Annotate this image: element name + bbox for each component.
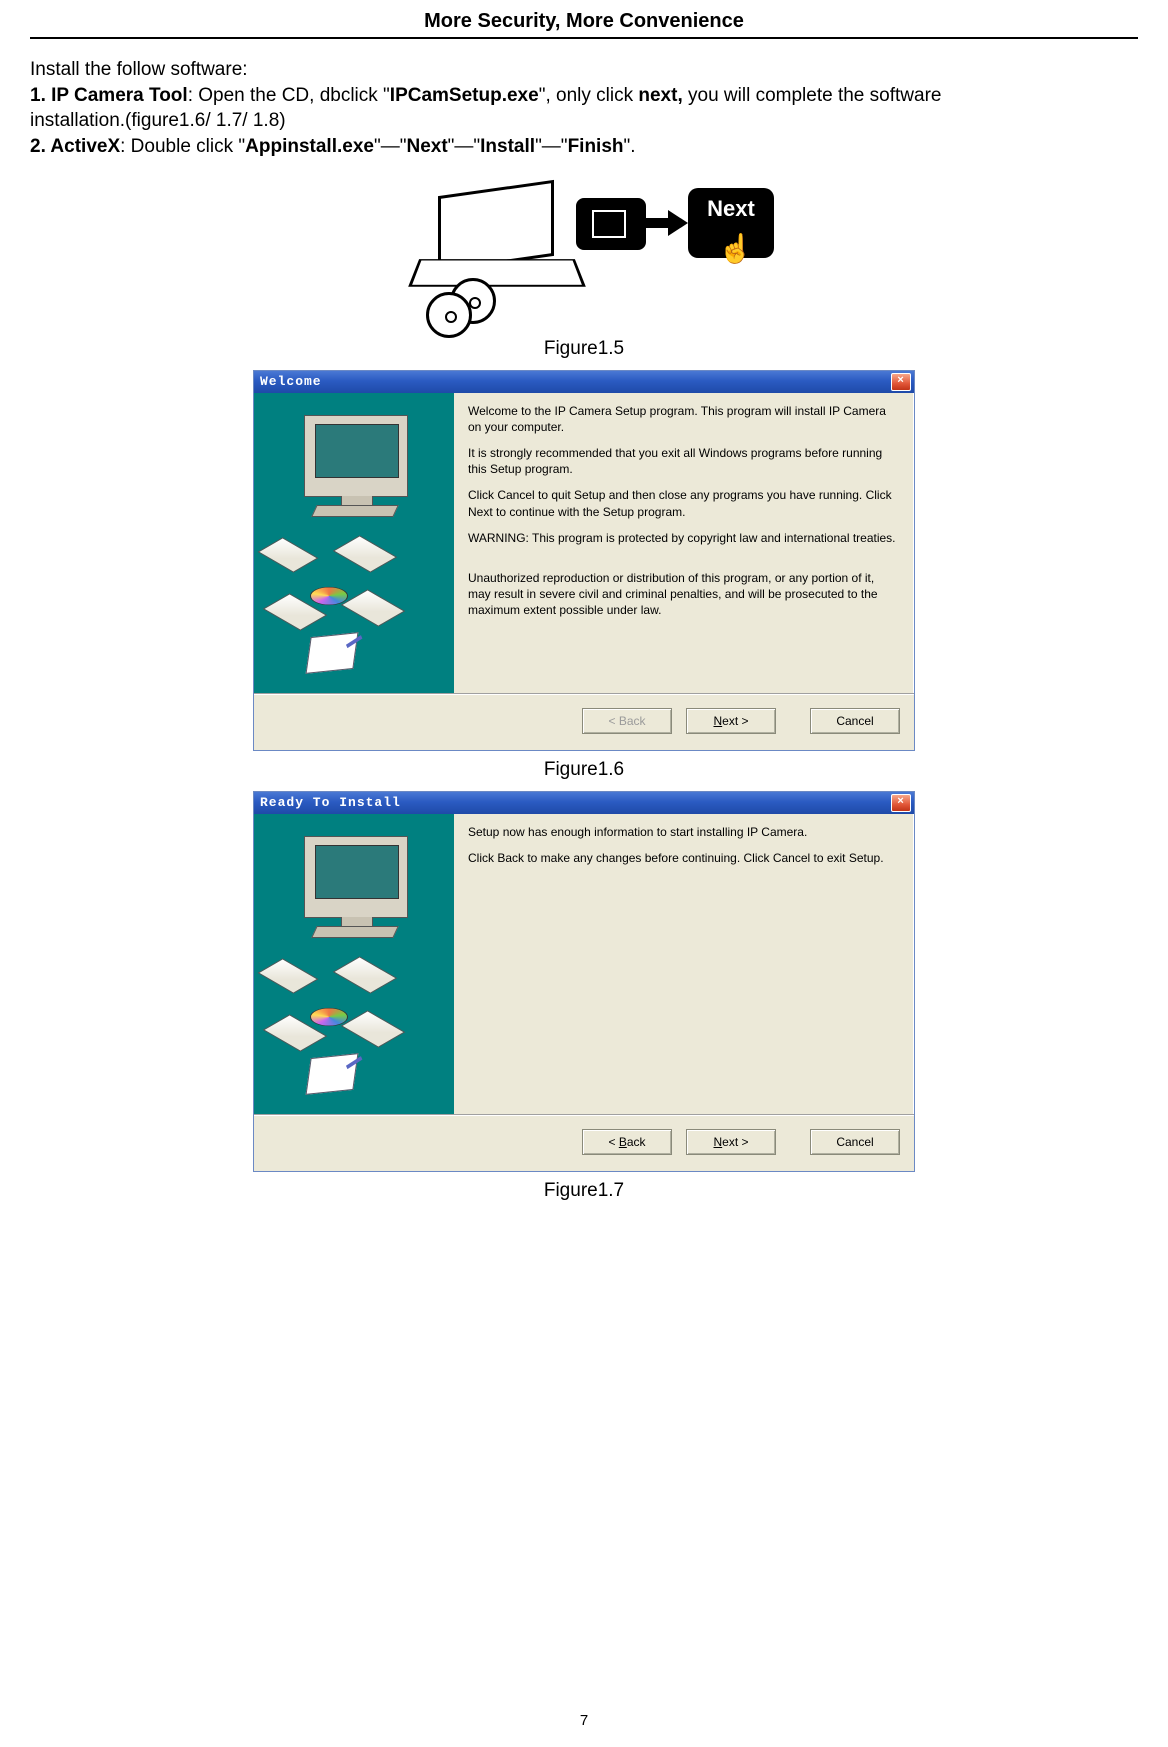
cd-icon bbox=[310, 586, 348, 604]
close-icon[interactable]: × bbox=[891, 373, 911, 391]
box-icon bbox=[341, 589, 406, 626]
next-label: Next bbox=[707, 196, 755, 221]
installer-footer: < Back Next > Cancel bbox=[254, 693, 914, 750]
installer-window-welcome: Welcome × Welcome to the IP Camera Setup… bbox=[253, 370, 915, 751]
cancel-button[interactable]: Cancel bbox=[810, 1129, 900, 1155]
figure-1-5-illustration: Next ☝ bbox=[404, 170, 764, 330]
cd-icon bbox=[310, 1007, 348, 1025]
back-button[interactable]: < Back bbox=[582, 1129, 672, 1155]
figure-1-6-caption: Figure1.6 bbox=[30, 759, 1138, 781]
welcome-p4: WARNING: This program is protected by co… bbox=[468, 530, 900, 546]
figure-1-7-caption: Figure1.7 bbox=[30, 1180, 1138, 1202]
installer-side-graphic bbox=[254, 393, 454, 693]
window-title: Welcome bbox=[260, 374, 322, 389]
box-icon bbox=[333, 535, 398, 572]
arrow-right-icon bbox=[642, 210, 688, 236]
laptop-icon bbox=[414, 188, 574, 288]
box-icon bbox=[341, 1010, 406, 1047]
ready-p2: Click Back to make any changes before co… bbox=[468, 850, 900, 866]
window-title: Ready To Install bbox=[260, 795, 401, 810]
notepad-icon bbox=[306, 1053, 359, 1095]
installer-text: Setup now has enough information to star… bbox=[454, 814, 914, 1114]
welcome-p3: Click Cancel to quit Setup and then clos… bbox=[468, 487, 900, 519]
welcome-p2: It is strongly recommended that you exit… bbox=[468, 445, 900, 477]
install-dialog-icon bbox=[576, 198, 646, 250]
tool-name: 1. IP Camera Tool bbox=[30, 85, 188, 106]
document-page: More Security, More Convenience Install … bbox=[0, 0, 1168, 1747]
intro-line1b: installation.(figure1.6/ 1.7/ 1.8) bbox=[30, 108, 1138, 134]
box-icon bbox=[333, 956, 398, 993]
installer-text: Welcome to the IP Camera Setup program. … bbox=[454, 393, 914, 693]
page-number: 7 bbox=[0, 1712, 1168, 1729]
monitor-icon bbox=[304, 836, 408, 918]
installer-footer: < Back Next > Cancel bbox=[254, 1114, 914, 1171]
intro-lead: Install the follow software: bbox=[30, 57, 1138, 83]
cancel-button[interactable]: Cancel bbox=[810, 708, 900, 734]
welcome-p5: Unauthorized reproduction or distributio… bbox=[468, 570, 900, 619]
cd-icon bbox=[426, 292, 472, 338]
box-icon bbox=[258, 958, 319, 993]
welcome-p1: Welcome to the IP Camera Setup program. … bbox=[468, 403, 900, 435]
titlebar: Welcome × bbox=[254, 371, 914, 393]
page-header: More Security, More Convenience bbox=[30, 10, 1138, 39]
hand-pointer-icon: ☝ bbox=[718, 232, 752, 266]
installer-window-ready: Ready To Install × Setup now has enough … bbox=[253, 791, 915, 1172]
monitor-icon bbox=[304, 415, 408, 497]
figure-1-5-caption: Figure1.5 bbox=[30, 338, 1138, 360]
intro-block: Install the follow software: 1. IP Camer… bbox=[30, 57, 1138, 160]
back-button[interactable]: < Back bbox=[582, 708, 672, 734]
notepad-icon bbox=[306, 632, 359, 674]
installer-side-graphic bbox=[254, 814, 454, 1114]
close-icon[interactable]: × bbox=[891, 794, 911, 812]
intro-line2: 2. ActiveX: Double click "Appinstall.exe… bbox=[30, 134, 1138, 160]
activex-name: 2. ActiveX bbox=[30, 136, 120, 157]
intro-line1: 1. IP Camera Tool: Open the CD, dbclick … bbox=[30, 83, 1138, 109]
titlebar: Ready To Install × bbox=[254, 792, 914, 814]
next-button[interactable]: Next > bbox=[686, 708, 776, 734]
box-icon bbox=[258, 537, 319, 572]
next-button[interactable]: Next > bbox=[686, 1129, 776, 1155]
ready-p1: Setup now has enough information to star… bbox=[468, 824, 900, 840]
